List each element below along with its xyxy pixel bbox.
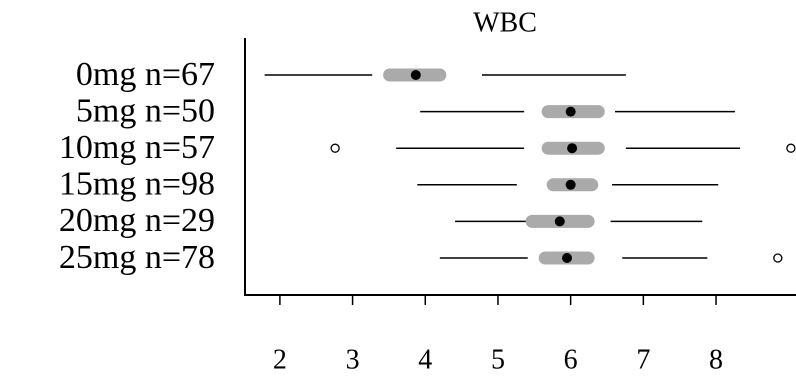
category-label: 25mg n=78 <box>59 239 215 276</box>
outlier <box>330 143 340 153</box>
median <box>410 70 421 80</box>
category-label: 0mg n=67 <box>76 56 215 93</box>
median <box>567 143 578 154</box>
median <box>562 253 573 263</box>
median <box>565 106 576 117</box>
chart-title: WBC <box>473 7 537 38</box>
category-label: 20mg n=29 <box>59 202 215 239</box>
x-tick-label: 7 <box>636 344 650 375</box>
category-label: 5mg n=50 <box>76 92 215 129</box>
x-tick-label: 5 <box>491 344 505 375</box>
median <box>554 216 565 227</box>
outlier <box>773 253 783 263</box>
outlier <box>786 143 796 153</box>
x-tick-label: 2 <box>273 344 287 375</box>
x-tick-label: 3 <box>346 344 360 375</box>
category-label: 10mg n=57 <box>59 129 215 166</box>
x-tick-label: 4 <box>418 344 432 375</box>
x-tick-label: 8 <box>709 344 723 375</box>
median <box>565 179 576 190</box>
x-tick-label: 6 <box>564 344 578 375</box>
category-label: 15mg n=98 <box>59 166 215 203</box>
